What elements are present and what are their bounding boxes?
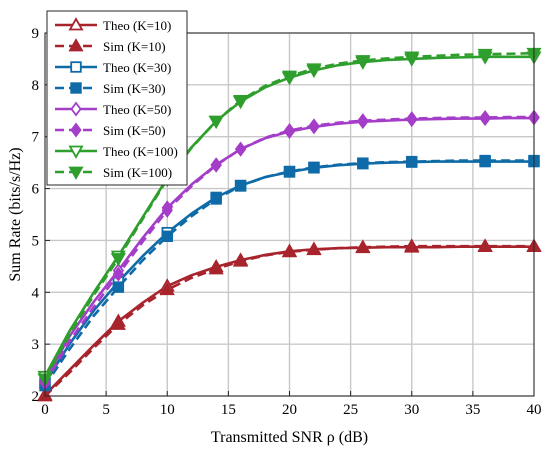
series-marker	[357, 113, 369, 129]
legend-marker	[68, 166, 84, 180]
series-marker	[308, 118, 320, 134]
legend-marker	[70, 61, 82, 73]
y-tick-label: 7	[32, 130, 40, 146]
legend-marker	[68, 38, 84, 52]
series-marker	[281, 70, 298, 84]
y-tick-label: 8	[32, 78, 40, 94]
axis-ticks: 0 5 10 15 20 25 30 35 40 2 3 4 5 6 7 8 9	[32, 26, 542, 418]
legend-marker	[70, 101, 82, 117]
series-7	[37, 47, 542, 387]
legend-label: Sim (K=50)	[103, 123, 166, 138]
series-marker	[479, 110, 491, 126]
series-line	[43, 115, 534, 384]
x-tick-label: 5	[102, 402, 110, 418]
legend-label: Sim (K=100)	[103, 165, 172, 180]
legend-marker	[68, 145, 84, 159]
legend-label: Sim (K=30)	[103, 81, 166, 96]
series-marker	[404, 51, 420, 65]
series-marker	[159, 281, 175, 296]
series-marker	[283, 165, 296, 178]
legend-marker	[70, 122, 82, 138]
series-marker	[210, 193, 222, 205]
legend-label: Theo (K=100)	[103, 144, 178, 159]
x-tick-label: 0	[41, 402, 49, 418]
x-tick-label: 35	[465, 402, 480, 418]
x-tick-label: 20	[282, 402, 297, 418]
x-tick-label: 40	[527, 402, 542, 418]
series-1	[37, 238, 542, 402]
y-tick-label: 9	[32, 26, 40, 42]
series-5	[39, 109, 540, 391]
x-tick-label: 10	[160, 402, 175, 418]
series-marker	[234, 141, 247, 157]
legend-label: Theo (K=10)	[103, 18, 171, 33]
series-marker	[283, 122, 296, 138]
series-marker	[355, 55, 371, 69]
x-tick-label: 25	[343, 402, 358, 418]
series-marker	[208, 261, 224, 275]
legend-label: Theo (K=30)	[103, 60, 171, 75]
series-marker	[110, 253, 126, 267]
series-marker	[357, 157, 369, 169]
y-tick-label: 2	[32, 389, 40, 405]
series-marker	[479, 154, 491, 167]
series-marker	[210, 157, 222, 173]
y-tick-label: 5	[32, 233, 40, 249]
x-axis-title: Transmitted SNR ρ (dB)	[211, 429, 368, 446]
series-marker	[477, 238, 493, 252]
series-line	[44, 244, 534, 397]
series-marker	[406, 111, 418, 127]
series-marker	[110, 316, 126, 330]
series-marker	[306, 241, 322, 256]
series-marker	[161, 230, 173, 242]
legend-label: Theo (K=50)	[103, 102, 171, 117]
x-tick-label: 30	[404, 402, 419, 418]
series-marker	[355, 239, 371, 253]
series-line	[43, 159, 534, 387]
series-marker	[234, 180, 247, 192]
series-marker	[306, 63, 322, 77]
series-marker	[112, 281, 125, 293]
series-marker	[208, 115, 224, 129]
series-marker	[233, 95, 249, 109]
series-marker	[404, 238, 420, 252]
legend-box	[46, 10, 188, 186]
series-marker	[161, 202, 173, 218]
series-marker	[477, 48, 493, 63]
series-marker	[233, 253, 249, 267]
legend-marker	[68, 17, 84, 31]
y-tick-label: 4	[32, 285, 40, 301]
y-axis-title: Sum Rate (bits/s/Hz)	[7, 147, 24, 281]
x-tick-label: 15	[221, 402, 236, 418]
legend-marker	[70, 82, 82, 94]
legend-label: Sim (K=10)	[103, 39, 166, 54]
series-marker	[112, 266, 124, 282]
legend: Theo (K=10) Sim (K=10) Theo (K=30) Sim (K=3…	[46, 10, 188, 186]
series-marker	[308, 161, 320, 174]
series-marker	[406, 155, 418, 168]
y-tick-label: 6	[32, 182, 40, 198]
series-marker	[281, 244, 298, 258]
y-tick-label: 3	[32, 337, 40, 353]
